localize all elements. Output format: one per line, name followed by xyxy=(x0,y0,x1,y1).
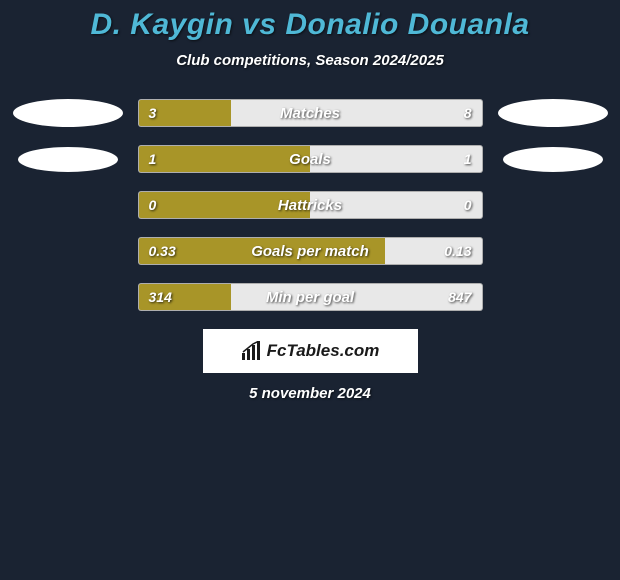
player-left-ellipse xyxy=(13,99,123,127)
stat-value-right: 8 xyxy=(464,100,472,126)
stat-value-left: 1 xyxy=(149,146,157,172)
subtitle: Club competitions, Season 2024/2025 xyxy=(0,52,620,69)
stat-row: 314Min per goal847 xyxy=(0,283,620,311)
stat-value-right: 847 xyxy=(448,284,471,310)
stat-row: 0.33Goals per match0.13 xyxy=(0,237,620,265)
stat-bar: 0Hattricks0 xyxy=(138,191,483,219)
brand-text: FcTables.com xyxy=(267,341,380,361)
chart-icon xyxy=(241,341,263,361)
stat-value-right: 1 xyxy=(464,146,472,172)
date-text: 5 november 2024 xyxy=(0,385,620,402)
stat-value-left: 3 xyxy=(149,100,157,126)
stat-value-left: 0 xyxy=(149,192,157,218)
stat-bar: 314Min per goal847 xyxy=(138,283,483,311)
stat-rows: 3Matches8 1Goals1 0Hattricks0 0.33Goals per… xyxy=(0,99,620,311)
stat-row: 3Matches8 xyxy=(0,99,620,127)
stat-bar-left-fill xyxy=(139,146,311,172)
stat-bar: 3Matches8 xyxy=(138,99,483,127)
stat-row: 0Hattricks0 xyxy=(0,191,620,219)
comparison-infographic: D. Kaygin vs Donalio Douanla Club compet… xyxy=(0,0,620,402)
stat-row: 1Goals1 xyxy=(0,145,620,173)
stat-bar: 1Goals1 xyxy=(138,145,483,173)
player-left-ellipse xyxy=(18,147,118,172)
stat-bar: 0.33Goals per match0.13 xyxy=(138,237,483,265)
player-right-ellipse xyxy=(498,99,608,127)
stat-value-right: 0 xyxy=(464,192,472,218)
page-title: D. Kaygin vs Donalio Douanla xyxy=(0,8,620,42)
brand-badge: FcTables.com xyxy=(203,329,418,373)
stat-value-left: 0.33 xyxy=(149,238,176,264)
player-right-ellipse xyxy=(503,147,603,172)
stat-value-left: 314 xyxy=(149,284,172,310)
stat-bar-left-fill xyxy=(139,192,311,218)
stat-value-right: 0.13 xyxy=(444,238,471,264)
